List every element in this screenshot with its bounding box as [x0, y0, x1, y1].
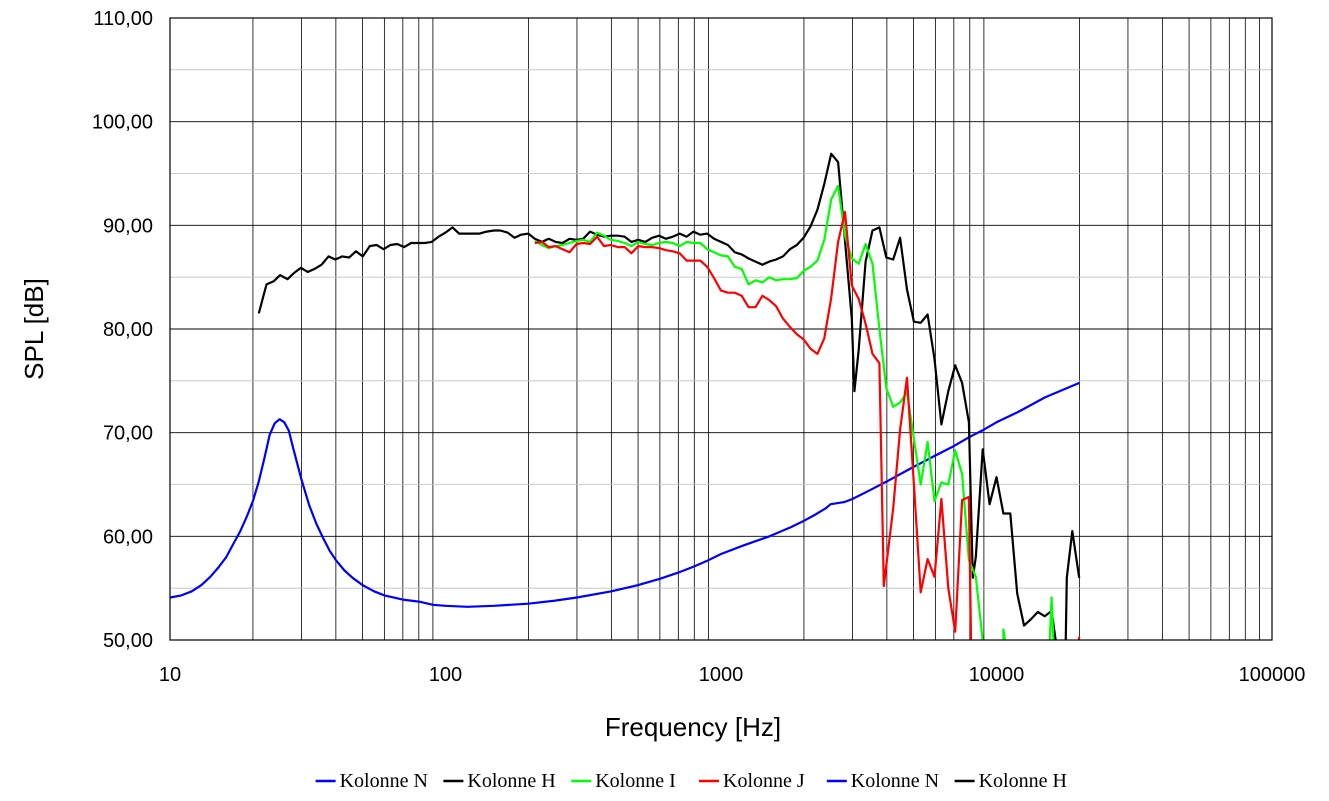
legend-label: Kolonne J — [723, 770, 805, 792]
y-axis-title: SPL [dB] — [19, 278, 49, 380]
y-axis-ticks: 50,00 60,00 70,00 80,00 90,00 100,00 110,00 — [92, 8, 153, 652]
legend-item: Kolonne N — [315, 770, 428, 792]
legend-item: Kolonne H — [443, 770, 556, 792]
y-tick-label: 90,00 — [103, 215, 153, 237]
x-tick-label: 100000 — [1239, 664, 1306, 686]
legend-label: Kolonne H — [467, 770, 555, 792]
y-tick-label: 70,00 — [103, 423, 153, 445]
x-tick-label: 10 — [159, 664, 181, 686]
grid — [170, 17, 1272, 641]
legend: Kolonne N Kolonne H Kolonne I Kolonne J Kolo… — [315, 770, 1067, 792]
legend-label: Kolonne I — [595, 770, 676, 792]
series-line-kolonne-i — [534, 184, 1055, 640]
legend-item: Kolonne H — [954, 770, 1067, 792]
x-tick-label: 10000 — [969, 664, 1025, 686]
series-line-kolonne-h — [257, 152, 1081, 640]
y-tick-label: 50,00 — [103, 630, 153, 652]
y-tick-label: 80,00 — [103, 319, 153, 341]
legend-item: Kolonne N — [826, 770, 939, 792]
legend-label: Kolonne N — [851, 770, 939, 792]
legend-item: Kolonne I — [571, 770, 676, 792]
x-axis-title: Frequency [Hz] — [605, 712, 781, 742]
x-tick-label: 1000 — [699, 664, 744, 686]
legend-label: Kolonne H — [979, 770, 1067, 792]
legend-label: Kolonne N — [340, 770, 428, 792]
x-tick-label: 100 — [429, 664, 462, 686]
plot-frame — [169, 17, 1273, 641]
y-tick-label: 110,00 — [93, 8, 153, 30]
x-axis-ticks: 10 100 1000 10000 100000 — [159, 664, 1306, 686]
legend-item: Kolonne J — [699, 770, 805, 792]
y-tick-label: 100,00 — [92, 112, 153, 134]
y-tick-label: 60,00 — [103, 526, 153, 548]
series-layer — [170, 152, 1081, 640]
series-line-kolonne-j — [534, 210, 1081, 640]
series-line-kolonne-n — [170, 381, 1080, 608]
